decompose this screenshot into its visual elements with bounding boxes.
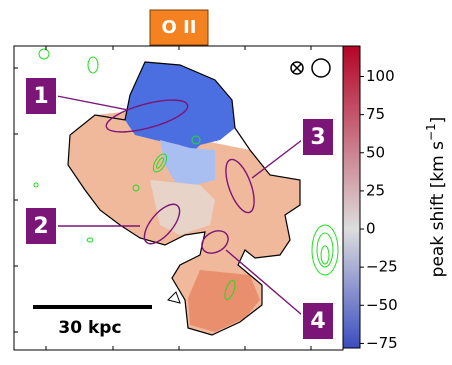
colorbar-tick-label: 0 xyxy=(366,220,376,238)
region-label: 1 xyxy=(33,84,48,109)
colorbar-tick-label: −25 xyxy=(366,258,398,276)
colorbar-label-text: ] xyxy=(428,117,448,124)
map-pixels xyxy=(188,270,260,332)
colorbar-tick-label: 75 xyxy=(366,105,385,123)
map-pixels xyxy=(125,62,235,155)
contour xyxy=(167,291,181,304)
region-label: 3 xyxy=(310,125,325,150)
contour xyxy=(67,61,301,336)
colorbar-tick-label: 100 xyxy=(366,67,395,85)
frame-ticks xyxy=(14,46,312,350)
region-badge xyxy=(24,76,58,116)
colorbar-tick-label: 25 xyxy=(366,181,385,199)
region-badge xyxy=(301,117,335,157)
region-label: 4 xyxy=(310,309,325,334)
title-badge xyxy=(149,9,209,46)
colorbar-label-text: peak shift [km s xyxy=(428,141,448,277)
colorbar-tick-label: −50 xyxy=(366,296,398,314)
region-badge xyxy=(24,206,58,246)
beam-icon xyxy=(292,63,302,73)
title: O II xyxy=(162,17,197,38)
region-badge xyxy=(301,301,335,341)
map-pixels xyxy=(150,180,215,235)
scale-bar-label: 30 kpc xyxy=(58,318,121,338)
colorbar-label: peak shift [km s−1] xyxy=(424,117,449,278)
green-contours xyxy=(33,48,339,300)
region-label: 2 xyxy=(33,214,48,239)
colorbar-tick-label: −75 xyxy=(366,334,398,352)
leader-lines xyxy=(56,95,303,316)
colorbar xyxy=(342,45,361,349)
map: 30 kpc xyxy=(33,48,339,338)
colorbar-label-exponent: −1 xyxy=(424,123,438,141)
map-pixels xyxy=(160,140,215,185)
psf-icon xyxy=(311,58,331,78)
regions xyxy=(105,99,255,254)
beam-icon xyxy=(290,61,304,75)
colorbar-tick-label: 50 xyxy=(366,143,385,161)
